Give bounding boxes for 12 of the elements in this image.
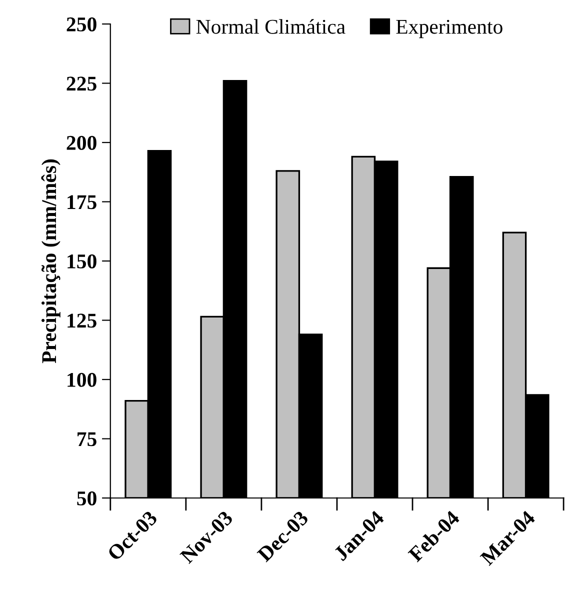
y-axis-title: Precipitação (mm/mês) bbox=[41, 159, 60, 364]
y-tick-label: 50 bbox=[77, 491, 96, 506]
y-tick-label: 200 bbox=[66, 136, 96, 150]
legend-label: Experimento bbox=[396, 20, 502, 38]
y-tick-label: 125 bbox=[68, 314, 96, 328]
y-tick-label: 75 bbox=[78, 432, 96, 446]
y-tick-label: 100 bbox=[68, 372, 96, 387]
legend-label: Normal Climática bbox=[196, 19, 346, 34]
y-tick-label: 225 bbox=[66, 76, 96, 91]
y-tick-label: 175 bbox=[68, 195, 96, 210]
y-tick-label: 250 bbox=[66, 17, 96, 32]
y-tick-label: 150 bbox=[68, 254, 96, 268]
